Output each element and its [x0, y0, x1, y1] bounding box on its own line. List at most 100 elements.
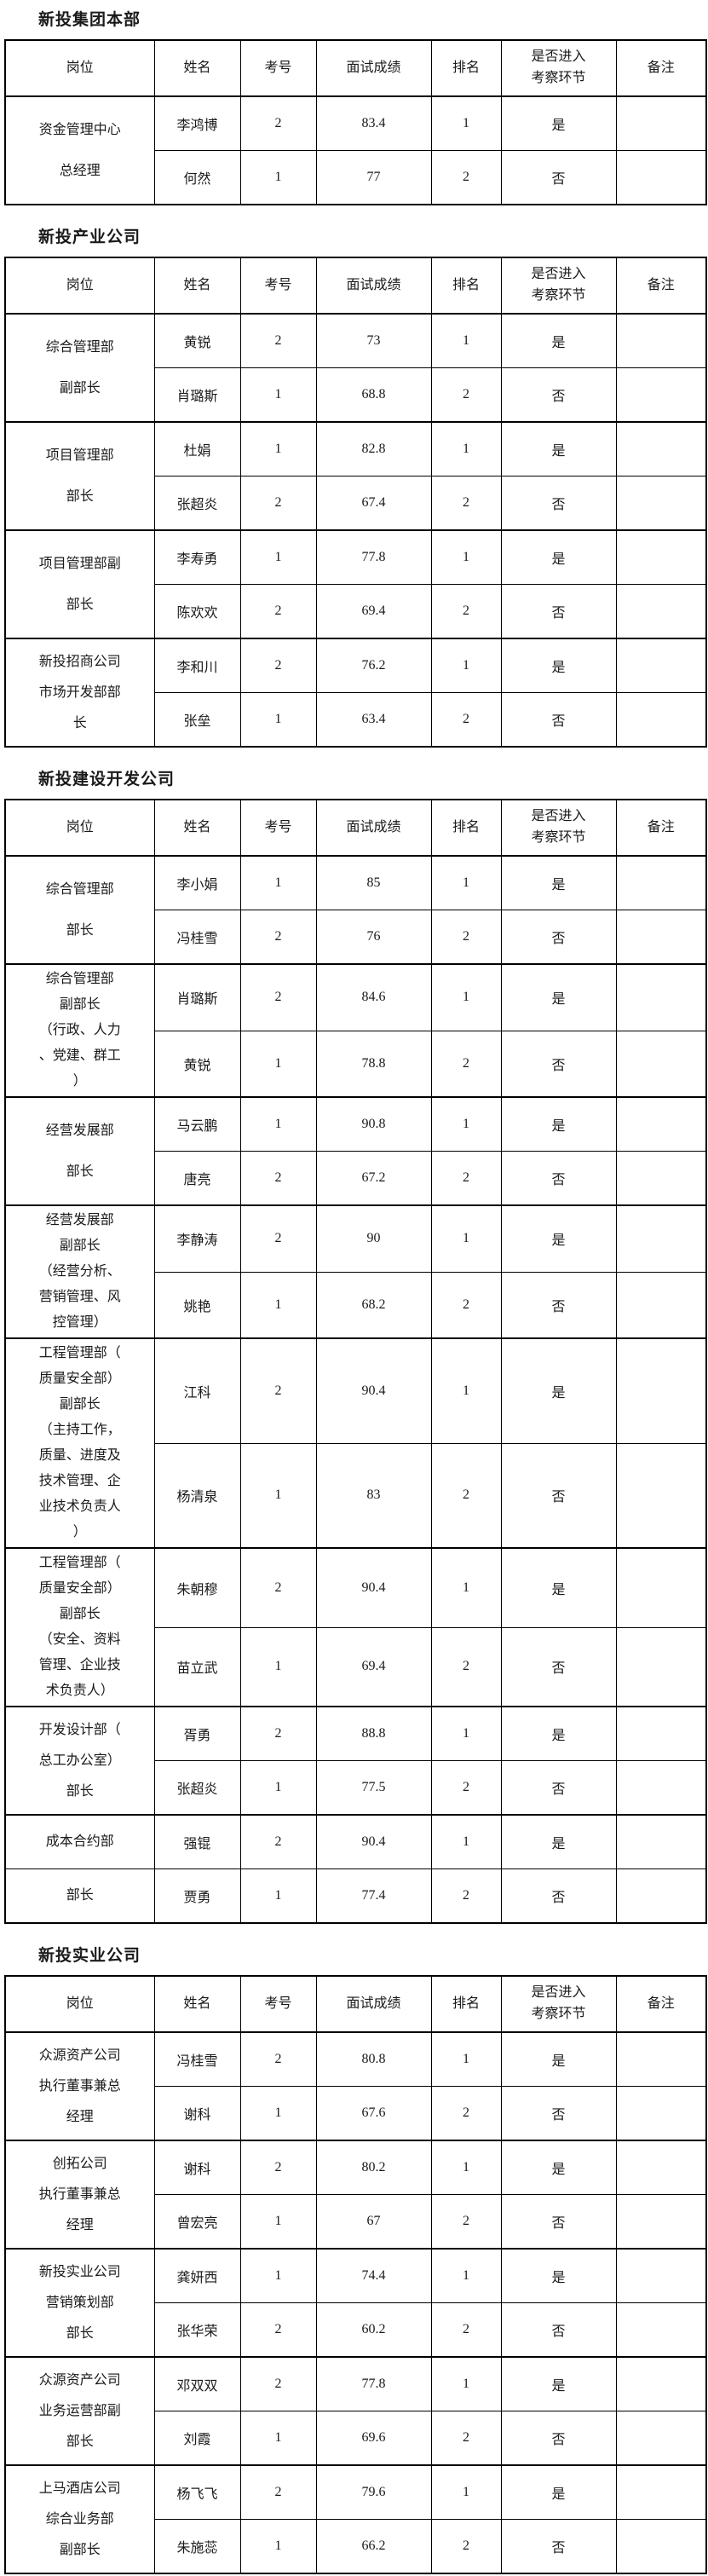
enter-cell: 是 — [500, 1096, 617, 1152]
enter-cell: 是 — [500, 1814, 617, 1869]
position-line: （主持工作， — [38, 1423, 121, 1437]
name-cell: 李寿勇 — [153, 529, 241, 585]
remark-cell — [615, 1204, 707, 1273]
position-cell: 部长 — [4, 1868, 155, 1924]
position-line: 管理、企业技 — [38, 1658, 121, 1672]
enter-cell: 否 — [500, 1868, 617, 1924]
position-line: 工程管理部（ — [38, 1556, 121, 1570]
position-cell: 项目管理部副 部长 — [4, 529, 155, 639]
enter-cell: 是 — [500, 1204, 617, 1273]
exam-no-cell: 2 — [239, 638, 317, 693]
enter-cell: 是 — [500, 2031, 617, 2087]
exam-no-cell: 2 — [239, 1204, 317, 1273]
remark-cell — [615, 2356, 707, 2411]
exam-no-cell: 2 — [239, 313, 317, 368]
position-line: 营销策划部 — [45, 2295, 114, 2310]
exam-no-cell: 2 — [239, 2356, 317, 2411]
candidate-row: 冯桂雪 2 76 2 否 — [5, 910, 707, 965]
enter-cell: 是 — [500, 2356, 617, 2411]
remark-cell — [615, 476, 707, 531]
section-title: 新投集团本部 — [38, 11, 141, 29]
position-line: 部长 — [66, 597, 94, 612]
position-line: 、党建、群工 — [38, 1048, 121, 1063]
position-line: 经理 — [66, 2217, 94, 2232]
name-cell: 强锟 — [153, 1814, 241, 1869]
exam-no-cell: 1 — [239, 1442, 317, 1549]
position-line: 业技术负责人 — [38, 1499, 121, 1514]
name-cell: 杜娟 — [153, 421, 241, 477]
position-cell: 上马酒店公司 综合业务部 副部长 — [4, 2464, 155, 2574]
header-exam-no: 考号 — [239, 257, 317, 315]
name-cell: 邓双双 — [153, 2356, 241, 2411]
header-score: 面试成绩 — [315, 39, 432, 97]
header-exam-no: 考号 — [239, 799, 317, 857]
header-position: 岗位 — [4, 257, 155, 315]
remark-cell — [615, 1868, 707, 1924]
enter-cell: 是 — [500, 638, 617, 693]
candidate-row: 姚艳 1 68.2 2 否 — [5, 1271, 707, 1339]
remark-cell — [615, 963, 707, 1031]
header-enter: 是否进入 考察环节 — [500, 1975, 617, 2033]
position-line: 总经理 — [59, 163, 101, 178]
enter-cell: 否 — [500, 2194, 617, 2250]
rank-cell: 1 — [430, 2031, 502, 2087]
interview-results-table: 岗位 姓名 考号 面试成绩 排名 是否进入 考察环节 备注 综合管理部 副部长 黄锐 2 73 1 是肖璐… — [4, 257, 707, 748]
header-name: 姓名 — [153, 39, 241, 97]
rank-cell: 1 — [430, 421, 502, 477]
position-line: 项目管理部 — [45, 448, 114, 463]
exam-no-cell: 2 — [239, 1706, 317, 1761]
rank-cell: 2 — [430, 2194, 502, 2250]
position-cell: 工程管理部（ 质量安全部） 副部长 （主持工作， 质量、进度及 技术管理、企 业技术负责人 ） — [4, 1337, 155, 1549]
header-enter: 是否进入 考察环节 — [500, 39, 617, 97]
candidate-row: 何然 1 77 2 否 — [5, 150, 707, 205]
position-line: 副部长 — [59, 2542, 101, 2557]
score-cell: 76.2 — [315, 638, 432, 693]
enter-cell: 是 — [500, 2140, 617, 2195]
header-rank: 排名 — [430, 257, 502, 315]
section-title: 新投建设开发公司 — [38, 771, 176, 788]
exam-no-cell: 2 — [239, 1547, 317, 1628]
remark-cell — [615, 2519, 707, 2574]
exam-no-cell: 2 — [239, 1151, 317, 1206]
candidate-row: 众源资产公司 执行董事兼总 经理 冯桂雪 2 80.8 1 是 — [4, 2031, 707, 2141]
score-cell: 77.5 — [315, 1760, 432, 1816]
candidate-row: 新投实业公司 营销策划部 部长 龚妍西 1 74.4 1 是 — [4, 2248, 707, 2358]
enter-cell: 是 — [500, 2248, 617, 2303]
remark-cell — [615, 1626, 707, 1707]
exam-no-cell: 1 — [239, 2411, 317, 2466]
rank-cell: 1 — [430, 855, 502, 910]
header-position: 岗位 — [4, 799, 155, 857]
candidate-row: 曾宏亮 1 67 2 否 — [5, 2194, 707, 2250]
enter-cell: 否 — [500, 367, 617, 423]
section-2: 新投产业公司 岗位 姓名 考号 面试成绩 排名 是否进入 考察环节 备注 综合管理部 副部长 黄锐 2… — [4, 224, 707, 748]
score-cell: 67.4 — [315, 476, 432, 531]
position-cell: 众源资产公司 业务运营部副 部长 — [4, 2356, 155, 2466]
position-cell: 经营发展部 部长 — [4, 1096, 155, 1206]
score-cell: 68.2 — [315, 1271, 432, 1339]
rank-cell: 2 — [430, 1868, 502, 1924]
enter-cell: 否 — [500, 584, 617, 639]
remark-cell — [615, 692, 707, 748]
position-line: 执行董事兼总 — [38, 2186, 121, 2202]
candidate-row: 黄锐 1 78.8 2 否 — [5, 1030, 707, 1098]
candidate-row: 苗立武 1 69.4 2 否 — [5, 1626, 707, 1707]
enter-cell: 是 — [500, 313, 617, 368]
position-line: 工程管理部（ — [38, 1346, 121, 1360]
name-cell: 陈欢欢 — [153, 584, 241, 639]
interview-results-table: 岗位 姓名 考号 面试成绩 排名 是否进入 考察环节 备注 众源资产公司 执行董事兼总 经理 冯桂雪… — [4, 1975, 707, 2574]
position-line: 部长 — [66, 1164, 94, 1179]
name-cell: 朱施蕊 — [153, 2519, 241, 2574]
enter-cell: 否 — [500, 2411, 617, 2466]
position-line: （行政、人力 — [38, 1023, 121, 1037]
score-cell: 68.8 — [315, 367, 432, 423]
position-line: 项目管理部副 — [38, 556, 121, 571]
score-cell: 79.6 — [315, 2464, 432, 2520]
exam-no-cell: 1 — [239, 855, 317, 910]
section-3: 新投建设开发公司 岗位 姓名 考号 面试成绩 排名 是否进入 考察环节 备注 综合管理部 部长 李小… — [4, 766, 707, 1924]
name-cell: 苗立武 — [153, 1626, 241, 1707]
rank-cell: 1 — [430, 2356, 502, 2411]
remark-cell — [615, 2194, 707, 2250]
name-cell: 李小娟 — [153, 855, 241, 910]
position-cell: 资金管理中心 总经理 — [4, 95, 155, 205]
rank-cell: 2 — [430, 1151, 502, 1206]
